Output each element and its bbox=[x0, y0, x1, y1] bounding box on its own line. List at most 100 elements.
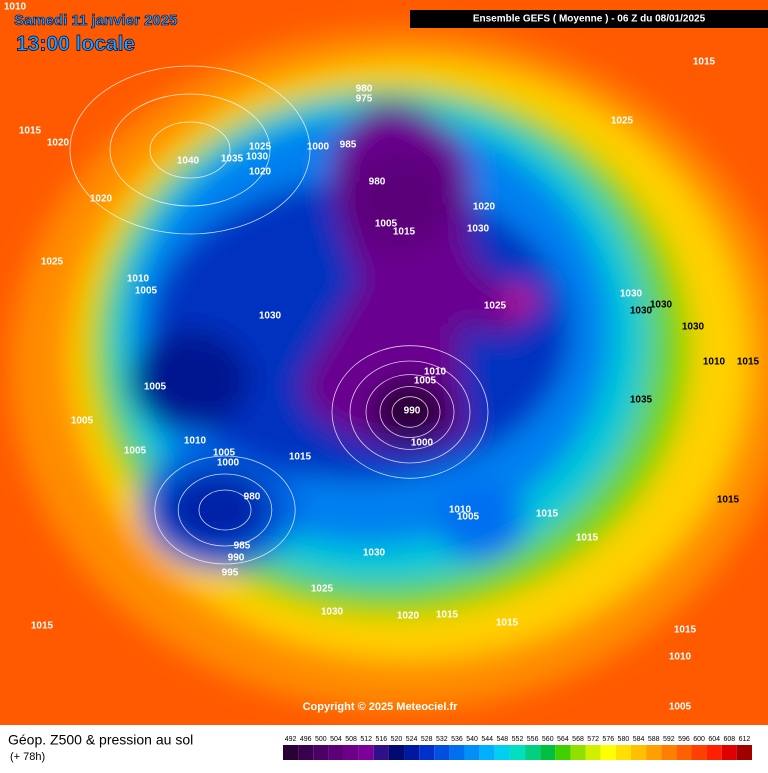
colorbar-label: 544 bbox=[481, 736, 493, 743]
isobar-label: 1010 bbox=[4, 2, 27, 13]
colorbar-swatch bbox=[298, 745, 314, 760]
isobar-label: 1015 bbox=[19, 126, 42, 137]
colorbar-swatch bbox=[570, 745, 586, 760]
colorbar-label: 576 bbox=[602, 736, 614, 743]
isobar-label: 1040 bbox=[177, 156, 200, 167]
isobar bbox=[69, 65, 311, 235]
isobar-label: 1005 bbox=[71, 416, 94, 427]
colorbar-swatch bbox=[525, 745, 541, 760]
isobar-label: 1010 bbox=[449, 505, 472, 516]
colorbar-swatch bbox=[540, 745, 556, 760]
colorbar-swatch bbox=[721, 745, 737, 760]
footer-title: Géop. Z500 & pression au sol bbox=[8, 732, 193, 748]
isobar-label: 1030 bbox=[321, 607, 344, 618]
isobar-label: 1000 bbox=[307, 142, 330, 153]
isobar bbox=[149, 121, 231, 179]
colorbar-label: 564 bbox=[557, 736, 569, 743]
isobar-label: 1010 bbox=[669, 652, 692, 663]
colorbar-swatch bbox=[388, 745, 405, 760]
isobar-label: 1030 bbox=[620, 289, 643, 300]
colorbar-label: 492 bbox=[285, 736, 297, 743]
colorbar-swatch bbox=[434, 745, 450, 760]
colorbar-swatch bbox=[600, 745, 616, 760]
colorbar-label: 536 bbox=[451, 736, 463, 743]
local-time: 13:00 locale bbox=[16, 33, 135, 56]
colorbar-label: 500 bbox=[315, 736, 327, 743]
colorbar-label: 512 bbox=[360, 736, 372, 743]
isobar-label: 985 bbox=[234, 541, 251, 552]
isobar-label: 1015 bbox=[536, 509, 559, 520]
isobar-label: 1010 bbox=[184, 436, 207, 447]
isobar-label: 1030 bbox=[363, 548, 386, 559]
field-blob bbox=[130, 330, 250, 430]
isobar-label: 1015 bbox=[496, 618, 519, 629]
colorbar-label: 524 bbox=[406, 736, 418, 743]
colorbar-label: 548 bbox=[497, 736, 509, 743]
isobar-label: 1025 bbox=[41, 257, 64, 268]
isobar-label: 1005 bbox=[124, 446, 147, 457]
colorbar-swatch bbox=[479, 745, 495, 760]
colorbar: 492 496 500 504 508 512 516 520 524 528 532 536 540 5… bbox=[283, 736, 752, 760]
isobar-label: 980 bbox=[356, 84, 373, 95]
colorbar-label: 592 bbox=[663, 736, 675, 743]
colorbar-label: 572 bbox=[587, 736, 599, 743]
colorbar-swatch bbox=[676, 745, 692, 760]
isobar bbox=[154, 455, 296, 565]
isobar-label: 1000 bbox=[217, 458, 240, 469]
isobar-label: 1025 bbox=[249, 142, 272, 153]
isobar bbox=[198, 489, 252, 531]
colorbar-label: 504 bbox=[330, 736, 342, 743]
isobar-label: 1030 bbox=[682, 322, 705, 333]
colorbar-label: 552 bbox=[512, 736, 524, 743]
colorbar-swatch bbox=[358, 745, 374, 760]
isobar-label: 1020 bbox=[249, 167, 272, 178]
isobar bbox=[379, 386, 441, 438]
isobar-label: 1015 bbox=[737, 357, 760, 368]
colorbar-swatch bbox=[328, 745, 344, 760]
colorbar-label: 596 bbox=[678, 736, 690, 743]
isobar-label: 980 bbox=[369, 177, 386, 188]
colorbar-swatch bbox=[630, 745, 647, 760]
colorbar-swatch bbox=[706, 745, 722, 760]
isobar-label: 1020 bbox=[397, 611, 420, 622]
colorbar-swatch bbox=[509, 745, 526, 760]
isobar-label: 980 bbox=[244, 492, 261, 503]
isobar bbox=[349, 360, 471, 464]
colorbar-label: 496 bbox=[300, 736, 312, 743]
isobar-label: 1015 bbox=[289, 452, 312, 463]
isobar-label: 1015 bbox=[674, 625, 697, 636]
isobar-label: 1005 bbox=[457, 512, 480, 523]
isobar-label: 1010 bbox=[703, 357, 726, 368]
run-banner bbox=[410, 10, 768, 28]
date: Samedi 11 janvier 2025 bbox=[14, 12, 177, 29]
colorbar-label: 520 bbox=[391, 736, 403, 743]
colorbar-label: 516 bbox=[375, 736, 387, 743]
isobar-label: 985 bbox=[340, 140, 357, 151]
isobar-label: 1005 bbox=[669, 702, 692, 713]
colorbar-swatch bbox=[283, 745, 299, 760]
colorbar-swatch bbox=[464, 745, 480, 760]
lead-time: (+ 78h) bbox=[10, 751, 45, 763]
isobar-label: 995 bbox=[222, 568, 239, 579]
isobar-label: 1020 bbox=[90, 194, 113, 205]
isobar-label: 1015 bbox=[576, 533, 599, 544]
colorbar-swatch bbox=[615, 745, 631, 760]
isobar-label: 1015 bbox=[436, 610, 459, 621]
field-blob bbox=[345, 150, 455, 250]
run-info: Ensemble GEFS ( Moyenne ) - 06 Z du 08/0… bbox=[473, 14, 706, 25]
colorbar-label: 556 bbox=[527, 736, 539, 743]
isobar-label: 990 bbox=[404, 406, 421, 417]
field-blob bbox=[160, 470, 270, 550]
colorbar-swatch bbox=[661, 745, 677, 760]
isobar-label: 1005 bbox=[213, 448, 236, 459]
colorbar-label: 528 bbox=[421, 736, 433, 743]
colorbar-swatch bbox=[404, 745, 420, 760]
colorbar-label: 580 bbox=[618, 736, 630, 743]
isobar-label: 1030 bbox=[630, 306, 653, 317]
colorbar-label: 540 bbox=[466, 736, 478, 743]
isobar-label: 1010 bbox=[424, 367, 447, 378]
colorbar-label: 604 bbox=[708, 736, 720, 743]
isobar-label: 1025 bbox=[611, 116, 634, 127]
